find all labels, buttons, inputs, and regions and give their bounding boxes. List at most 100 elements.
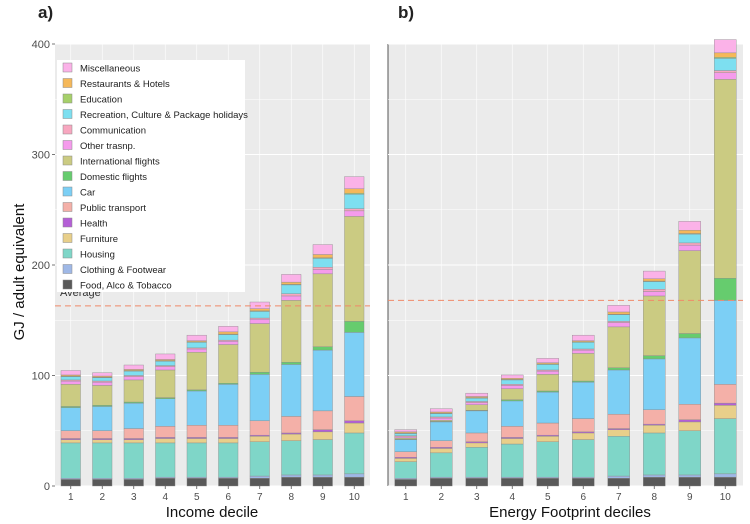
legend-label: Domestic flights <box>80 172 147 183</box>
y-tick-label: 100 <box>32 371 50 383</box>
bar-segment <box>678 229 701 234</box>
legend-swatch <box>62 78 73 88</box>
legend-label: Education <box>80 95 122 106</box>
bar-segment <box>344 188 365 194</box>
bar-segment <box>430 440 453 448</box>
bar-segment <box>714 405 737 419</box>
bar-segment <box>92 377 113 382</box>
bar-segment <box>249 436 270 442</box>
bar-segment <box>344 176 365 189</box>
bar-segment <box>465 442 488 448</box>
legend: Miscellaneous Restaurants & Hotels Educati… <box>57 60 248 292</box>
bar-segment <box>123 442 144 479</box>
bar-segment <box>312 410 333 430</box>
bar-segment <box>344 432 365 475</box>
legend-swatch <box>62 62 73 73</box>
bar-segment <box>643 409 666 425</box>
y-axis-title: GJ / adult equivalent <box>11 203 28 341</box>
legend-swatch <box>62 279 73 290</box>
bar-segment <box>501 385 524 389</box>
bar-segment <box>643 291 666 297</box>
bar-segment <box>394 439 417 452</box>
bar-segment <box>60 407 81 431</box>
bar-segment <box>312 476 333 487</box>
bar-segment <box>643 281 666 290</box>
panel-a-y-ticks: 0 100 200 300 400 <box>32 39 55 493</box>
x-tick-label: 6 <box>225 492 231 503</box>
bar-segment <box>312 273 333 347</box>
bar-segment <box>430 448 453 454</box>
bar-segment <box>155 442 176 478</box>
bar-segment <box>714 58 737 71</box>
bar-segment <box>123 439 144 444</box>
legend-swatch <box>62 155 73 166</box>
bar-segment <box>465 432 488 442</box>
bar-segment <box>249 478 270 487</box>
bar-segment <box>155 478 176 487</box>
bar-segment <box>607 314 630 322</box>
bar-segment <box>218 334 239 341</box>
legend-swatch <box>62 264 73 274</box>
bar-segment <box>281 364 302 417</box>
bar-segment <box>465 404 488 411</box>
bar-segment <box>465 392 488 397</box>
bar-segment <box>186 342 207 349</box>
bar-segment <box>218 341 239 345</box>
bar-segment <box>344 396 365 422</box>
bar-segment <box>60 430 81 439</box>
bar-segment <box>92 430 113 439</box>
bar-segment <box>643 432 666 476</box>
x-tick-label: 1 <box>403 492 409 503</box>
bar-segment <box>714 39 737 54</box>
bar-segment <box>60 380 81 385</box>
bar-segment <box>281 440 302 476</box>
bar-segment <box>678 419 701 423</box>
bar-segment <box>218 438 239 444</box>
bar-segment <box>281 416 302 434</box>
bar-segment <box>678 333 701 339</box>
bar-segment <box>465 397 488 402</box>
bar-segment <box>60 439 81 444</box>
x-tick-label: 9 <box>320 492 326 503</box>
bar-segment <box>714 79 737 279</box>
bar-segment <box>155 369 176 398</box>
bar-segment <box>714 72 737 80</box>
y-tick-label: 300 <box>32 150 50 162</box>
bar-segment <box>312 439 333 476</box>
bar-segment <box>218 425 239 438</box>
bar-segment <box>60 376 81 381</box>
bar-segment <box>186 390 207 426</box>
legend-swatch <box>62 202 73 212</box>
bar-segment <box>281 281 302 285</box>
bar-segment <box>643 355 666 360</box>
bar-segment <box>714 418 737 475</box>
bar-segment <box>714 278 737 301</box>
x-tick-label: 1 <box>68 492 74 503</box>
bar-segment <box>186 478 207 487</box>
bar-segment <box>218 384 239 426</box>
bar-segment <box>281 476 302 487</box>
bar-segment <box>430 421 453 441</box>
bar-segment <box>643 289 666 292</box>
bar-segment <box>155 353 176 360</box>
bar-segment <box>572 432 595 440</box>
x-tick-label: 6 <box>580 492 586 503</box>
bar-segment <box>607 478 630 487</box>
bar-segment <box>123 402 144 429</box>
bar-segment <box>123 479 144 487</box>
bar-segment <box>607 429 630 437</box>
bar-segment <box>344 332 365 397</box>
bar-segment <box>536 364 559 371</box>
bar-segment <box>186 425 207 438</box>
bar-segment <box>312 429 333 433</box>
bar-segment <box>394 451 417 458</box>
legend-swatch <box>62 186 73 197</box>
legend-label: Food, Alco & Tobacco <box>80 281 172 292</box>
bar-segment <box>607 326 630 368</box>
bar-segment <box>572 353 595 382</box>
bar-segment <box>92 439 113 444</box>
bar-segment <box>394 433 417 436</box>
bar-segment <box>430 408 453 413</box>
legend-label: Furniture <box>80 234 118 245</box>
legend-label: Restaurants & Hotels <box>80 79 170 90</box>
